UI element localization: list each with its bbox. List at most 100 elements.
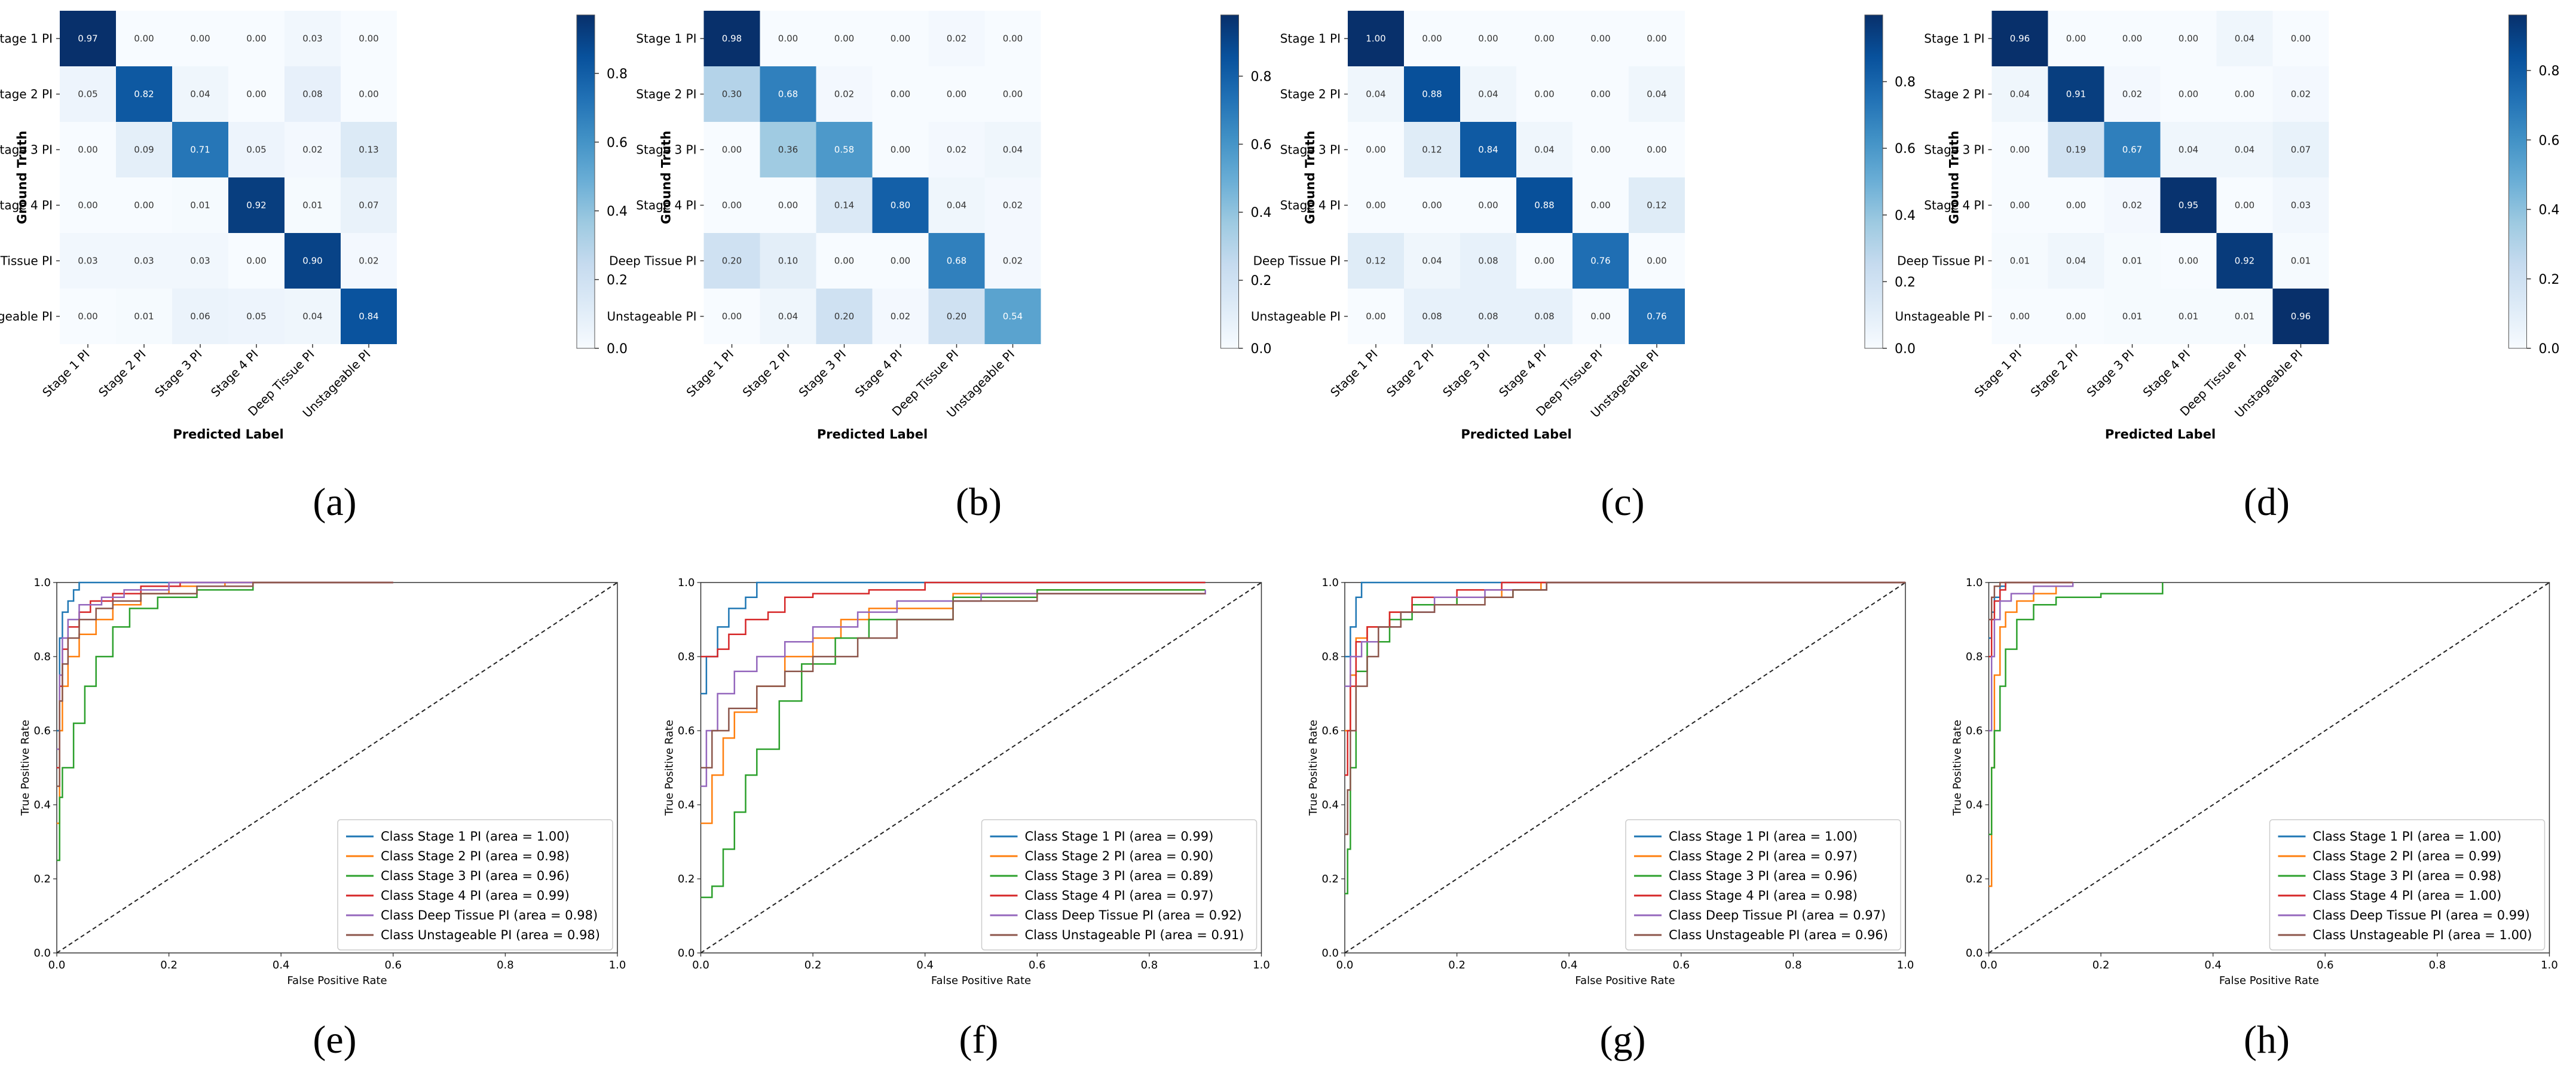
colorbar-tick-label: 0.0 bbox=[2539, 342, 2560, 357]
legend-entry: Class Stage 4 PI (area = 0.98) bbox=[1669, 888, 1858, 903]
y-tick-label: 0.0 bbox=[1321, 947, 1339, 959]
colorbar-frame bbox=[576, 14, 595, 349]
y-tick-label: Deep Tissue PI bbox=[0, 254, 53, 268]
heatmap-cell bbox=[2216, 122, 2273, 177]
heatmap-cell bbox=[1991, 233, 2048, 289]
heatmap-cell bbox=[60, 233, 116, 289]
y-tick-label: Stage 2 PI bbox=[1280, 87, 1341, 102]
x-tick-label: 0.4 bbox=[2204, 959, 2222, 971]
heatmap-cell bbox=[1629, 11, 1685, 66]
x-tick-label: 0.6 bbox=[1672, 959, 1690, 971]
heatmap-cell bbox=[2160, 289, 2217, 344]
cell-value-label: 0.05 bbox=[78, 89, 97, 100]
heatmap-cell bbox=[60, 11, 116, 66]
heatmap-cell bbox=[928, 177, 985, 233]
heatmap-cell bbox=[1629, 122, 1685, 177]
panel-caption: (a) bbox=[313, 480, 356, 524]
heatmap-cell bbox=[2160, 11, 2217, 66]
heatmap-cell bbox=[2160, 233, 2217, 289]
heatmap-cell bbox=[60, 66, 116, 122]
cell-value-label: 0.08 bbox=[1478, 311, 1498, 322]
heatmap-cell bbox=[760, 177, 816, 233]
cell-value-label: 0.07 bbox=[2291, 145, 2311, 155]
y-tick-label: Stage 4 PI bbox=[636, 198, 696, 213]
colorbar bbox=[2508, 15, 2527, 348]
y-tick-label: Unstageable PI bbox=[1895, 309, 1985, 324]
heatmap-cell bbox=[284, 233, 341, 289]
cell-value-label: 0.00 bbox=[2291, 33, 2311, 44]
cell-value-label: 0.08 bbox=[302, 89, 322, 100]
colorbar-frame bbox=[1864, 14, 1883, 349]
x-tick-label: Stage 3 PI bbox=[152, 347, 205, 400]
y-axis-title: Ground Truth bbox=[15, 131, 29, 225]
panel-caption: (b) bbox=[956, 480, 1002, 524]
cell-value-label: 0.00 bbox=[1534, 33, 1554, 44]
cell-value-label: 0.00 bbox=[78, 145, 97, 155]
heatmap-cell bbox=[2160, 177, 2217, 233]
cell-value-label: 0.96 bbox=[2291, 311, 2311, 322]
heatmap-cell bbox=[1516, 289, 1572, 344]
heatmap-cell bbox=[872, 66, 929, 122]
y-tick-label: 0.2 bbox=[1321, 873, 1339, 885]
x-tick-label: 0.0 bbox=[48, 959, 66, 971]
x-tick-label: 0.8 bbox=[2429, 959, 2446, 971]
cell-value-label: 0.90 bbox=[302, 256, 322, 266]
heatmap-cell bbox=[2048, 177, 2104, 233]
cell-value-label: 0.00 bbox=[190, 33, 210, 44]
cell-value-label: 0.00 bbox=[1647, 145, 1666, 155]
cell-value-label: 0.00 bbox=[1003, 33, 1023, 44]
panel-caption: (e) bbox=[313, 1018, 356, 1062]
cell-value-label: 0.00 bbox=[134, 200, 154, 211]
cell-value-label: 0.03 bbox=[2291, 200, 2311, 211]
heatmap-cell bbox=[2216, 177, 2273, 233]
heatmap-cell bbox=[703, 289, 760, 344]
heatmap-cell bbox=[2160, 66, 2217, 122]
heatmap-cell bbox=[172, 177, 228, 233]
legend-entry: Class Deep Tissue PI (area = 0.92) bbox=[1025, 908, 1242, 922]
x-axis-title: False Positive Rate bbox=[931, 974, 1031, 987]
heatmap-cell bbox=[284, 66, 341, 122]
y-tick-label: 0.2 bbox=[678, 873, 695, 885]
cell-value-label: 0.00 bbox=[1366, 311, 1385, 322]
panel-caption: (g) bbox=[1600, 1018, 1646, 1062]
heatmap-cell bbox=[872, 233, 929, 289]
legend-entry: Class Stage 4 PI (area = 0.99) bbox=[381, 888, 570, 903]
x-tick-label: 1.0 bbox=[609, 959, 626, 971]
cell-value-label: 0.04 bbox=[1534, 145, 1554, 155]
y-tick-label: Stage 1 PI bbox=[636, 32, 696, 46]
heatmap-cell bbox=[2104, 11, 2161, 66]
panel-caption: (d) bbox=[2244, 480, 2290, 524]
cell-value-label: 0.03 bbox=[190, 256, 210, 266]
heatmap-cell bbox=[2048, 66, 2104, 122]
cell-value-label: 0.02 bbox=[302, 145, 322, 155]
y-tick-label: 1.0 bbox=[33, 577, 51, 589]
heatmap-cell bbox=[2272, 177, 2329, 233]
colorbar-tick-label: 0.6 bbox=[2539, 133, 2560, 148]
heatmap-cell bbox=[1516, 122, 1572, 177]
cell-value-label: 0.08 bbox=[1534, 311, 1554, 322]
heatmap-cell bbox=[816, 122, 873, 177]
heatmap-cell bbox=[816, 233, 873, 289]
cell-value-label: 0.00 bbox=[722, 200, 742, 211]
cell-value-label: 0.00 bbox=[1590, 89, 1610, 100]
y-tick-label: Stage 3 PI bbox=[636, 143, 696, 157]
heatmap-cell bbox=[872, 11, 929, 66]
colorbar bbox=[1220, 15, 1239, 348]
panel-caption: (f) bbox=[959, 1018, 999, 1062]
roc-curve-series bbox=[1988, 583, 2074, 732]
y-tick-label: 0.0 bbox=[33, 947, 51, 959]
cell-value-label: 0.00 bbox=[778, 33, 798, 44]
cell-value-label: 0.98 bbox=[722, 33, 742, 44]
roc-curve-series bbox=[700, 581, 1206, 658]
heatmap-cell bbox=[1404, 122, 1460, 177]
cell-value-label: 0.68 bbox=[947, 256, 966, 266]
cell-value-label: 0.00 bbox=[778, 200, 798, 211]
cell-value-label: 0.04 bbox=[2066, 256, 2086, 266]
cell-value-label: 0.02 bbox=[2122, 200, 2142, 211]
cell-value-label: 0.92 bbox=[246, 200, 266, 211]
cell-value-label: 0.04 bbox=[1366, 89, 1385, 100]
x-tick-label: Stage 2 PI bbox=[740, 347, 793, 400]
y-tick-label: Stage 4 PI bbox=[0, 198, 53, 213]
cell-value-label: 0.06 bbox=[190, 311, 210, 322]
heatmap-cell bbox=[172, 233, 228, 289]
